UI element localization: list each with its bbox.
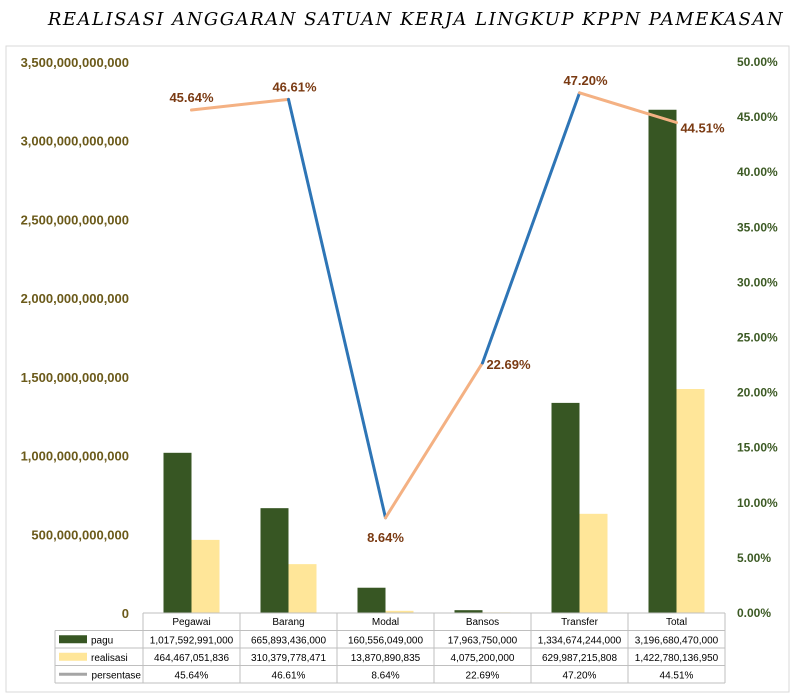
chart-title: REALISASI ANGGARAN SATUAN KERJA LINGKUP …	[47, 9, 784, 30]
x-category-label: Pegawai	[172, 617, 210, 628]
bar-realisasi	[579, 513, 608, 613]
bar-realisasi	[191, 539, 220, 613]
y-left-tick-label: 1,000,000,000,000	[21, 449, 129, 464]
y-right-tick-label: 30.00%	[737, 275, 778, 289]
y-right-tick-label: 0.00%	[737, 606, 771, 620]
table-cell-pagu: 665,893,436,000	[251, 635, 327, 646]
bars-layer	[163, 109, 705, 613]
table-cell-pagu: 160,556,049,000	[348, 635, 424, 646]
table-cell-realisasi: 13,870,890,835	[351, 653, 421, 664]
table-cell-pagu: 1,334,674,244,000	[538, 635, 622, 646]
y-right-tick-label: 40.00%	[737, 165, 778, 179]
table-cell-persentase: 44.51%	[660, 670, 694, 681]
legend-label-persentase: persentase	[92, 670, 142, 681]
y-right-tick-label: 35.00%	[737, 220, 778, 234]
bar-pagu	[260, 508, 289, 613]
y-right-tick-label: 25.00%	[737, 331, 778, 345]
table-cell-persentase: 47.20%	[563, 670, 597, 681]
bar-realisasi	[676, 389, 705, 613]
x-category-label: Total	[666, 617, 687, 628]
bar-pagu	[454, 610, 483, 613]
y-left-tick-label: 2,000,000,000,000	[21, 291, 129, 306]
x-category-label: Bansos	[466, 617, 499, 628]
data-label-persentase: 44.51%	[680, 120, 725, 135]
table-cell-realisasi: 310,379,778,471	[251, 653, 327, 664]
y-left-tick-label: 2,500,000,000,000	[21, 212, 129, 227]
data-label-persentase: 46.61%	[272, 79, 317, 94]
table-cell-persentase: 22.69%	[466, 670, 500, 681]
table-cell-realisasi: 464,467,051,836	[154, 653, 230, 664]
y-right-tick-label: 5.00%	[737, 551, 771, 565]
y-right-tick-label: 10.00%	[737, 496, 778, 510]
table-cell-realisasi: 4,075,200,000	[451, 653, 515, 664]
y-right-tick-label: 45.00%	[737, 110, 778, 124]
table-cell-persentase: 46.61%	[272, 670, 306, 681]
bar-pagu	[551, 402, 580, 613]
table-cell-pagu: 17,963,750,000	[448, 635, 518, 646]
y-left-tick-label: 3,500,000,000,000	[21, 55, 129, 70]
y-left-tick-label: 3,000,000,000,000	[21, 134, 129, 149]
y-right-tick-label: 50.00%	[737, 55, 778, 69]
line-segment-persentase	[384, 361, 484, 520]
data-label-persentase: 47.20%	[563, 73, 608, 88]
legend-label-realisasi: realisasi	[91, 653, 128, 664]
table-cell-persentase: 45.64%	[175, 670, 209, 681]
y-left-tick-label: 0	[122, 606, 129, 621]
line-segment-persentase	[481, 91, 581, 365]
bar-pagu	[357, 587, 386, 613]
line-segment-persentase	[190, 97, 290, 112]
legend-key-pagu	[59, 635, 87, 644]
legend-label-pagu: pagu	[91, 635, 113, 646]
table-cell-pagu: 3,196,680,470,000	[635, 635, 719, 646]
data-label-persentase: 22.69%	[486, 357, 531, 372]
table-cell-pagu: 1,017,592,991,000	[150, 635, 234, 646]
bar-pagu	[163, 452, 192, 613]
y-right-tick-label: 15.00%	[737, 441, 778, 455]
data-label-persentase: 45.64%	[169, 90, 214, 105]
x-category-label: Modal	[372, 617, 399, 628]
line-segment-persentase	[287, 97, 387, 520]
bar-realisasi	[385, 610, 414, 613]
legend-key-realisasi	[59, 652, 87, 661]
table-cell-realisasi: 629,987,215,808	[542, 653, 618, 664]
y-right-tick-label: 20.00%	[737, 386, 778, 400]
axes-layer: 0 500,000,000,000 1,000,000,000,000 1,500,0…	[21, 55, 778, 621]
data-table: Pegawai Barang Modal Bansos Transfer Total pag…	[54, 612, 726, 684]
x-category-label: Transfer	[561, 617, 599, 628]
data-label-persentase: 8.64%	[367, 530, 404, 545]
line-layer: 45.64% 46.61% 8.64% 22.69% 47.20% 44.51%	[169, 73, 725, 545]
table-cell-realisasi: 1,422,780,136,950	[635, 653, 719, 664]
y-left-tick-label: 1,500,000,000,000	[21, 370, 129, 385]
line-segment-persentase	[578, 91, 678, 124]
bar-realisasi	[288, 564, 317, 613]
x-category-label: Barang	[272, 617, 304, 628]
bar-pagu	[648, 109, 677, 613]
y-left-tick-label: 500,000,000,000	[31, 527, 129, 542]
table-cell-persentase: 8.64%	[371, 670, 399, 681]
